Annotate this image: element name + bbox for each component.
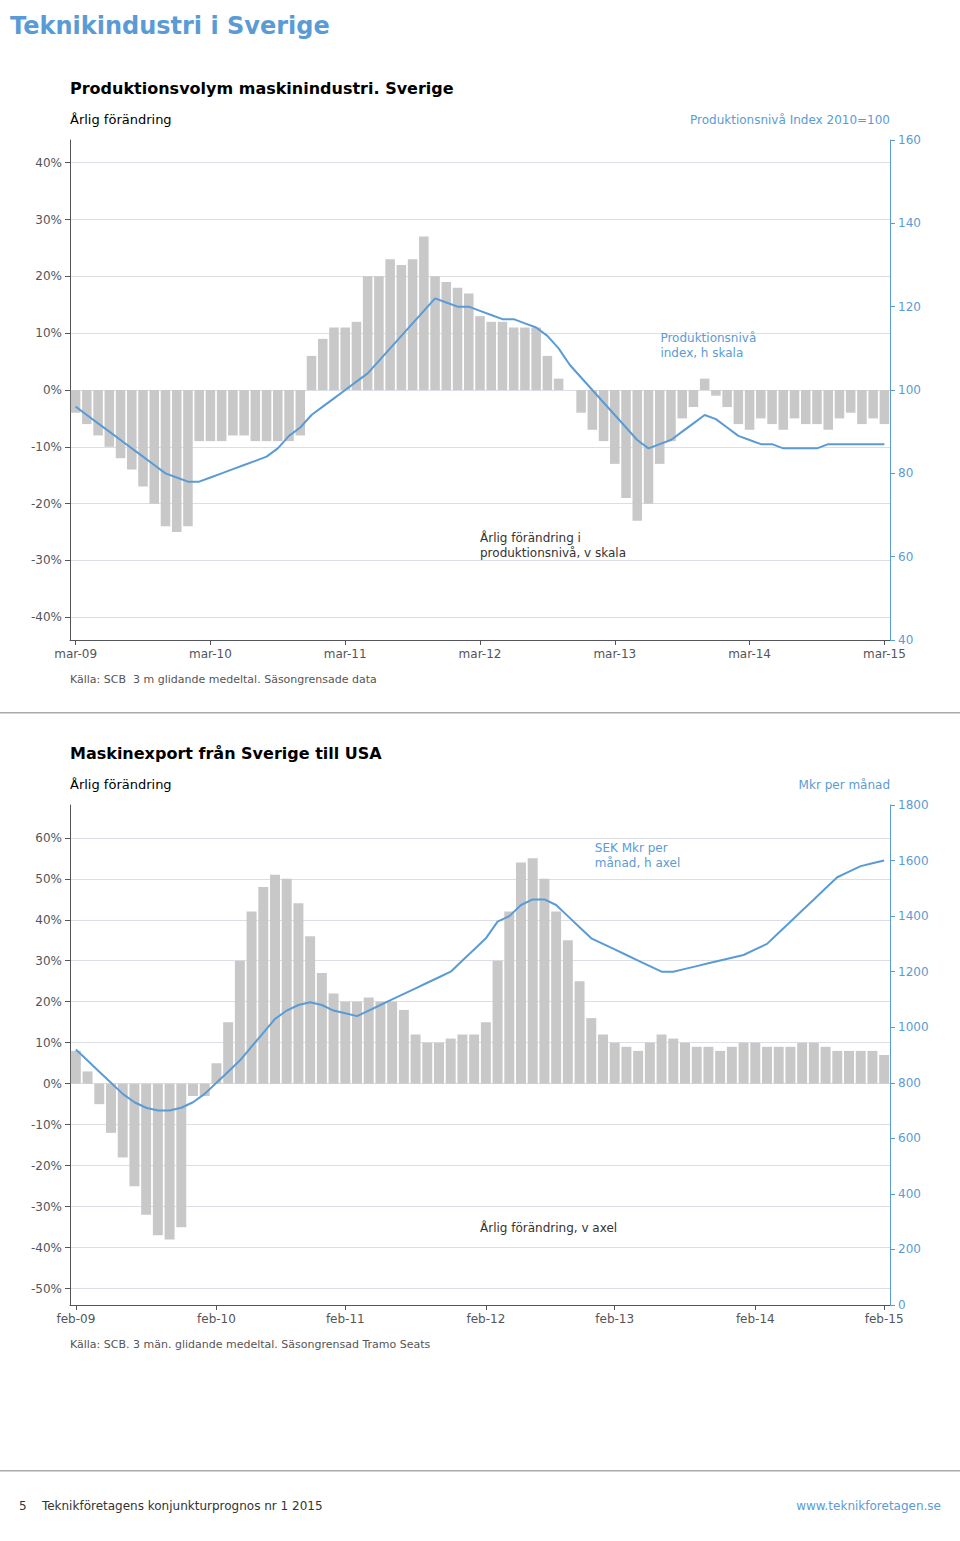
svg-text:månad, h axel: månad, h axel xyxy=(595,856,680,870)
svg-text:feb-13: feb-13 xyxy=(595,1312,634,1326)
svg-text:Maskinexport från Sverige till: Maskinexport från Sverige till USA xyxy=(70,744,382,763)
svg-text:140: 140 xyxy=(898,216,921,230)
svg-text:-10%: -10% xyxy=(31,1118,62,1132)
svg-text:1400: 1400 xyxy=(898,909,929,923)
svg-text:feb-14: feb-14 xyxy=(736,1312,775,1326)
svg-text:40%: 40% xyxy=(35,156,62,170)
svg-text:-20%: -20% xyxy=(31,1159,62,1173)
svg-text:20%: 20% xyxy=(35,269,62,283)
svg-text:mar-15: mar-15 xyxy=(863,647,906,661)
svg-text:feb-15: feb-15 xyxy=(865,1312,904,1326)
svg-text:www.teknikforetagen.se: www.teknikforetagen.se xyxy=(796,1499,941,1513)
svg-text:mar-13: mar-13 xyxy=(593,647,636,661)
svg-text:60: 60 xyxy=(898,550,913,564)
svg-text:Årlig förändring, v axel: Årlig förändring, v axel xyxy=(480,1220,617,1235)
svg-text:40%: 40% xyxy=(35,913,62,927)
svg-text:400: 400 xyxy=(898,1187,921,1201)
svg-text:20%: 20% xyxy=(35,995,62,1009)
svg-text:feb-09: feb-09 xyxy=(56,1312,95,1326)
svg-text:-20%: -20% xyxy=(31,497,62,511)
svg-text:Årlig förändring i: Årlig förändring i xyxy=(480,530,581,545)
svg-text:-30%: -30% xyxy=(31,553,62,567)
svg-text:mar-12: mar-12 xyxy=(459,647,502,661)
svg-text:10%: 10% xyxy=(35,1036,62,1050)
svg-text:mar-10: mar-10 xyxy=(189,647,232,661)
svg-text:5 Teknikföretagens konjunkt: 5 Teknikföretagens konjunkturprognos nr … xyxy=(19,1499,323,1513)
svg-text:80: 80 xyxy=(898,466,913,480)
svg-text:800: 800 xyxy=(898,1076,921,1090)
svg-text:feb-11: feb-11 xyxy=(326,1312,365,1326)
svg-text:-40%: -40% xyxy=(31,610,62,624)
svg-text:Mkr per månad: Mkr per månad xyxy=(799,778,890,792)
svg-text:1000: 1000 xyxy=(898,1020,929,1034)
svg-text:produktionsnivå, v skala: produktionsnivå, v skala xyxy=(480,546,626,560)
svg-text:mar-14: mar-14 xyxy=(728,647,771,661)
svg-text:Årlig förändring: Årlig förändring xyxy=(70,112,172,127)
svg-text:10%: 10% xyxy=(35,326,62,340)
svg-text:mar-09: mar-09 xyxy=(54,647,97,661)
svg-text:0%: 0% xyxy=(43,383,62,397)
svg-text:40: 40 xyxy=(898,633,913,647)
svg-text:120: 120 xyxy=(898,300,921,314)
svg-text:-30%: -30% xyxy=(31,1200,62,1214)
svg-text:-10%: -10% xyxy=(31,440,62,454)
svg-text:60%: 60% xyxy=(35,831,62,845)
svg-text:30%: 30% xyxy=(35,954,62,968)
svg-text:30%: 30% xyxy=(35,213,62,227)
svg-text:-50%: -50% xyxy=(31,1282,62,1296)
svg-text:-40%: -40% xyxy=(31,1241,62,1255)
svg-text:Källa: SCB. 3 män. glidande me: Källa: SCB. 3 män. glidande medeltal. Sä… xyxy=(70,1338,431,1351)
svg-text:Årlig förändring: Årlig förändring xyxy=(70,777,172,792)
svg-text:0%: 0% xyxy=(43,1077,62,1091)
svg-text:160: 160 xyxy=(898,133,921,147)
svg-text:index, h skala: index, h skala xyxy=(660,346,743,360)
svg-text:SEK Mkr per: SEK Mkr per xyxy=(595,841,668,855)
svg-text:Produktionsvolym maskinindustr: Produktionsvolym maskinindustri. Sverige xyxy=(70,79,454,98)
svg-text:Produktionsnivå Index 2010=100: Produktionsnivå Index 2010=100 xyxy=(690,113,890,127)
svg-text:Teknikindustri i Sverige: Teknikindustri i Sverige xyxy=(10,12,330,40)
svg-text:mar-11: mar-11 xyxy=(324,647,367,661)
svg-text:0: 0 xyxy=(898,1298,906,1312)
svg-text:100: 100 xyxy=(898,383,921,397)
svg-text:feb-12: feb-12 xyxy=(466,1312,505,1326)
svg-text:1600: 1600 xyxy=(898,854,929,868)
svg-text:50%: 50% xyxy=(35,872,62,886)
svg-text:Produktionsnivå: Produktionsnivå xyxy=(660,331,756,345)
svg-text:feb-10: feb-10 xyxy=(197,1312,236,1326)
svg-text:1200: 1200 xyxy=(898,965,929,979)
svg-text:200: 200 xyxy=(898,1242,921,1256)
svg-text:1800: 1800 xyxy=(898,798,929,812)
svg-text:600: 600 xyxy=(898,1131,921,1145)
svg-text:Källa: SCB 3 m glidande medel: Källa: SCB 3 m glidande medeltal. Säsong… xyxy=(70,673,377,686)
